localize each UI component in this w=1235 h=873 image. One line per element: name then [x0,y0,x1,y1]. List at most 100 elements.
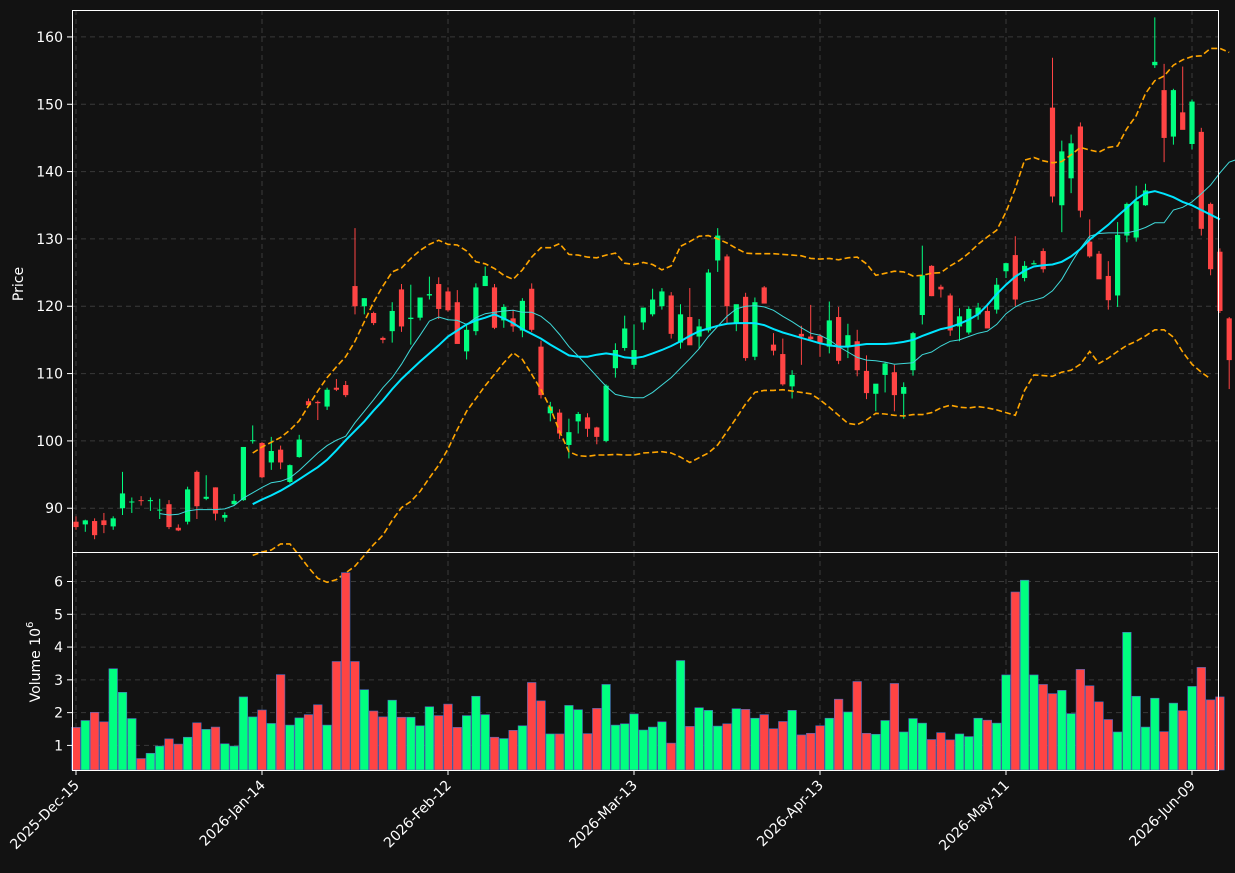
candle-body [1003,263,1009,272]
volume-bar [750,717,760,771]
volume-bar [471,695,481,771]
candle-body [73,521,79,528]
volume-bar [731,708,741,771]
volume-bar [1001,674,1011,771]
volume-bar [638,729,648,771]
slow-moving-average-line [252,190,1221,506]
candle-body [603,385,609,441]
candle-body [371,312,377,324]
candle-body [203,496,209,499]
volume-bar [554,733,565,771]
volume-bar [1140,726,1151,771]
candle-body [575,413,581,422]
volume-bar [917,722,927,771]
candle-body [1068,143,1074,179]
candle-body [129,501,135,503]
volume-tick-label: 6 [54,575,63,591]
volume-bar [1196,667,1206,771]
volume-bar [899,731,909,771]
volume-bar [545,733,555,771]
volume-bar [406,716,416,771]
candle-body [715,235,721,261]
volume-axis-label: Volume 106 [25,622,44,703]
volume-bar [1178,710,1188,771]
candle-body [92,521,98,536]
candle-body [278,449,284,463]
volume-bar [871,733,881,771]
volume-bar [675,660,686,771]
volume-bar [703,710,713,771]
price-tick-label: 160 [36,30,63,46]
volume-bar [1075,669,1085,771]
volume-bar [1159,731,1169,771]
candle-body [324,389,330,407]
volume-bar [164,738,174,771]
volume-bar [759,714,769,771]
volume-bar [508,730,518,771]
price-tick-label: 150 [36,97,63,113]
candle-body [1198,131,1204,229]
candle-body [482,275,488,287]
candle-body [1022,265,1028,278]
candle-body [1161,90,1167,138]
price-tick-label: 110 [36,367,63,383]
candle-body [222,514,228,518]
price-panel [73,17,1235,584]
volume-bar [489,736,500,771]
volume-bar [266,723,276,771]
volume-bar [192,722,202,771]
candle-body [240,446,246,501]
volume-bar [396,716,407,771]
volume-tick-label: 5 [54,607,63,623]
volume-bar [992,722,1002,771]
volume-bar [210,726,221,771]
volume-bar [778,721,788,771]
candle-body [705,272,711,331]
candle-body [584,417,591,429]
volume-bar [1103,719,1113,771]
candle-body [212,487,219,514]
volume-bar [201,729,211,771]
candle-body [594,427,600,437]
volume-bar [982,719,992,771]
candle-body [1059,151,1065,206]
volume-bar [610,724,620,771]
volume-bar [880,720,890,771]
volume-bar [833,698,844,771]
volume-bar [722,723,732,771]
volume-bar [1215,696,1225,771]
candle-body [333,387,339,390]
candle-body [296,439,302,458]
candle-body [1040,251,1046,270]
candle-body [743,296,749,359]
volume-bar [573,709,583,771]
candle-body [519,300,525,331]
candle-body [752,302,758,357]
volume-bar [954,733,965,771]
volume-bar [796,734,806,771]
volume-tick-label: 3 [54,673,63,689]
volume-bar [1206,699,1216,771]
volume-bar [1113,731,1123,771]
volume-bar [322,724,332,771]
volume-bar [1038,684,1048,771]
volume-bar [647,726,658,771]
candle-body [454,302,460,344]
candle-body [1077,126,1083,211]
candle-body [891,372,897,396]
price-tick-label: 100 [36,434,63,450]
volume-bar [694,707,704,771]
volume-bar [108,668,118,771]
volume-bar [824,717,834,771]
volume-bar [601,684,611,771]
volume-bar [861,732,872,771]
price-tick-label: 130 [36,232,63,248]
volume-bar [313,704,323,771]
volume-bar [908,718,918,771]
volume-bar [582,733,593,771]
candle-body [259,442,265,478]
volume-bar [341,572,351,771]
candle-body [566,432,572,445]
candle-body [789,374,795,387]
